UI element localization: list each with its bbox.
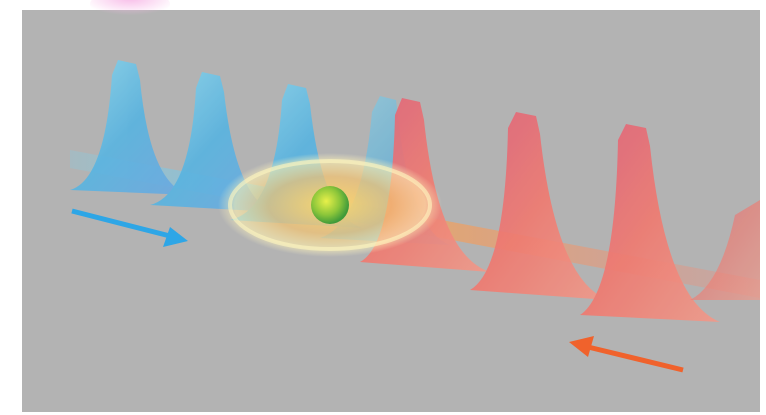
particle bbox=[311, 186, 349, 224]
page-body bbox=[0, 0, 766, 415]
page: {} html, body { margin: 0; padding: 0; w… bbox=[0, 0, 766, 415]
illustration bbox=[0, 0, 766, 415]
